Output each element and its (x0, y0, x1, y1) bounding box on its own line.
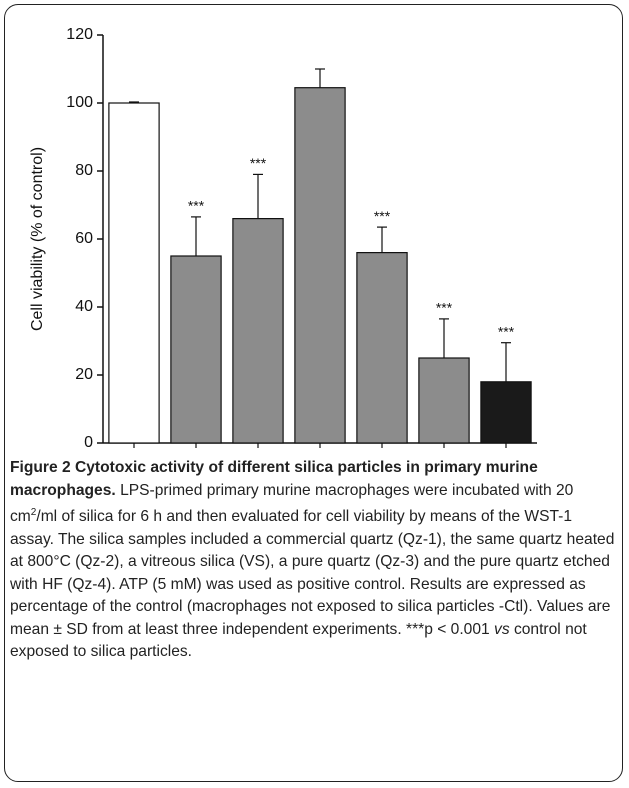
y-tick-label: 80 (75, 162, 93, 179)
y-tick-label: 40 (75, 298, 93, 315)
y-tick-label: 60 (75, 230, 93, 247)
caption-title: Figure 2 Cytotoxic activity of different… (10, 459, 538, 499)
y-tick-label: 120 (66, 26, 93, 43)
bar (294, 87, 346, 444)
bar (108, 102, 160, 444)
caption-text: LPS-primed primary murine macrophages we… (10, 481, 574, 526)
bar (418, 357, 470, 444)
bar (232, 218, 284, 444)
caption: Figure 2 Cytotoxic activity of different… (10, 457, 620, 664)
chart: Cell viability (% of control) 0 20 40 60 80 1… (29, 26, 537, 451)
caption-sup: 2 (30, 507, 37, 518)
y-tick-label: 20 (75, 366, 93, 383)
significance-label: *** (498, 323, 515, 339)
y-axis-label: Cell viability (% of control) (29, 147, 46, 331)
caption-text: control not exposed to silica particles. (10, 620, 587, 661)
caption-text: /ml of silica for 6 h and then evaluated… (10, 508, 615, 638)
caption-italic: vs (494, 620, 510, 638)
y-tick-label: 0 (84, 434, 93, 451)
figure-frame (4, 4, 623, 782)
significance-label: *** (436, 300, 453, 316)
bar (480, 381, 532, 444)
significance-label: *** (374, 208, 391, 224)
significance-label: *** (188, 198, 205, 214)
bar (356, 252, 408, 444)
significance-label: *** (250, 155, 267, 171)
bar (170, 255, 222, 444)
y-tick-label: 100 (66, 94, 93, 111)
